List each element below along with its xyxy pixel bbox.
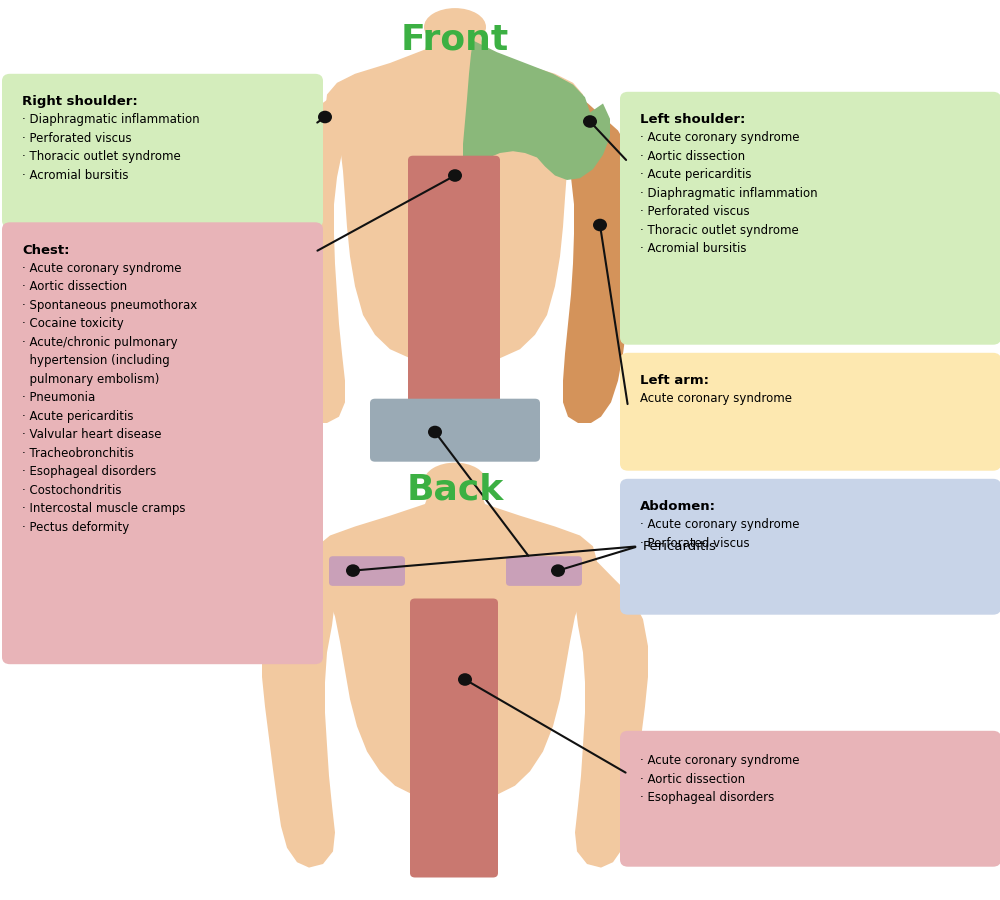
Polygon shape: [325, 36, 585, 365]
Text: · Acute coronary syndrome
· Perforated viscus: · Acute coronary syndrome · Perforated v…: [640, 518, 800, 550]
Text: Left arm:: Left arm:: [640, 374, 709, 387]
Text: Left shoulder:: Left shoulder:: [640, 113, 745, 126]
FancyBboxPatch shape: [370, 399, 540, 462]
Text: Pericarditis: Pericarditis: [643, 540, 717, 553]
Polygon shape: [269, 96, 347, 423]
Circle shape: [318, 111, 332, 123]
Circle shape: [448, 169, 462, 182]
FancyBboxPatch shape: [2, 222, 323, 664]
Text: Back: Back: [406, 472, 504, 507]
FancyBboxPatch shape: [620, 479, 1000, 615]
Polygon shape: [313, 491, 597, 800]
FancyBboxPatch shape: [410, 598, 498, 878]
FancyBboxPatch shape: [408, 156, 500, 410]
Text: Front: Front: [401, 22, 509, 57]
Polygon shape: [463, 40, 610, 180]
Polygon shape: [561, 96, 641, 423]
Polygon shape: [262, 554, 335, 868]
FancyBboxPatch shape: [2, 74, 323, 228]
FancyBboxPatch shape: [620, 353, 1000, 471]
Circle shape: [593, 219, 607, 231]
Text: · Acute coronary syndrome
· Aortic dissection
· Acute pericarditis
· Diaphragmat: · Acute coronary syndrome · Aortic disse…: [640, 131, 818, 256]
Text: Chest:: Chest:: [22, 244, 70, 256]
Circle shape: [583, 115, 597, 128]
Circle shape: [346, 564, 360, 577]
Text: Abdomen:: Abdomen:: [640, 500, 716, 513]
Ellipse shape: [424, 463, 486, 500]
FancyBboxPatch shape: [506, 556, 582, 586]
Text: Acute coronary syndrome: Acute coronary syndrome: [640, 392, 792, 405]
Circle shape: [458, 673, 472, 686]
Text: · Acute coronary syndrome
· Aortic dissection
· Esophageal disorders: · Acute coronary syndrome · Aortic disse…: [640, 754, 800, 805]
Text: · Diaphragmatic inflammation
· Perforated viscus
· Thoracic outlet syndrome
· Ac: · Diaphragmatic inflammation · Perforate…: [22, 113, 200, 182]
Text: · Acute coronary syndrome
· Aortic dissection
· Spontaneous pneumothorax
· Cocai: · Acute coronary syndrome · Aortic disse…: [22, 262, 197, 534]
Circle shape: [551, 564, 565, 577]
FancyBboxPatch shape: [620, 731, 1000, 867]
Circle shape: [428, 426, 442, 438]
FancyBboxPatch shape: [620, 92, 1000, 345]
Ellipse shape: [424, 8, 486, 46]
FancyBboxPatch shape: [329, 556, 405, 586]
Polygon shape: [575, 554, 648, 868]
Text: Right shoulder:: Right shoulder:: [22, 95, 138, 108]
